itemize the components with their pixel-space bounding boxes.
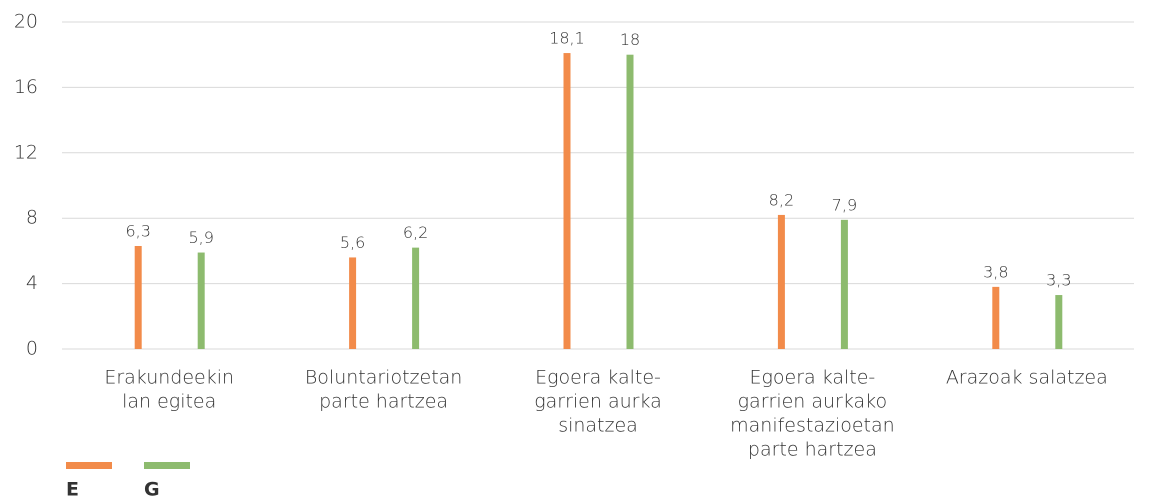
value-label: 3,8 xyxy=(983,262,1008,281)
value-label: 7,9 xyxy=(832,195,857,214)
bar xyxy=(626,54,634,349)
x-tick-label: parte hartzea xyxy=(319,391,448,413)
bar xyxy=(412,247,420,349)
x-tick-label: parte hartzea xyxy=(748,439,877,461)
x-tick-label: garrien aurkako xyxy=(738,391,887,413)
legend-swatch xyxy=(144,462,190,469)
value-label: 8,2 xyxy=(769,190,794,209)
x-tick-label: manifestazioetan xyxy=(730,415,895,437)
value-label: 5,6 xyxy=(340,233,365,252)
y-tick-label: 12 xyxy=(14,141,38,163)
value-label: 6,3 xyxy=(125,221,150,240)
x-tick-label: Egoera kalte- xyxy=(749,367,875,389)
legend-label: G xyxy=(144,479,160,500)
bar xyxy=(134,245,142,349)
x-tick-label: Erakundeekin xyxy=(104,367,234,389)
y-tick-label: 20 xyxy=(14,11,38,33)
value-label: 3,3 xyxy=(1046,271,1071,290)
bar xyxy=(840,219,848,349)
value-label: 6,2 xyxy=(403,223,428,242)
x-tick-label: sinatzea xyxy=(558,415,638,437)
y-tick-label: 16 xyxy=(14,76,38,98)
bar xyxy=(349,257,357,349)
x-tick-label: garrien aurka xyxy=(534,391,662,413)
value-label: 18 xyxy=(620,30,640,49)
bar xyxy=(1055,295,1063,349)
x-tick-label: Egoera kalte- xyxy=(535,367,661,389)
x-tick-label: Boluntariotzetan xyxy=(305,367,462,389)
bar xyxy=(777,214,785,349)
bar xyxy=(563,53,571,349)
y-tick-label: 0 xyxy=(26,338,38,360)
y-tick-label: 4 xyxy=(26,272,38,294)
legend-label: E xyxy=(66,479,79,500)
x-tick-label: Arazoak salatzea xyxy=(946,367,1108,389)
value-label: 18,1 xyxy=(549,29,585,48)
bar xyxy=(992,286,1000,349)
bar xyxy=(197,252,205,349)
y-tick-label: 8 xyxy=(26,207,38,229)
x-tick-label: lan egitea xyxy=(122,391,216,413)
value-label: 5,9 xyxy=(188,228,213,247)
legend-swatch xyxy=(66,462,112,469)
